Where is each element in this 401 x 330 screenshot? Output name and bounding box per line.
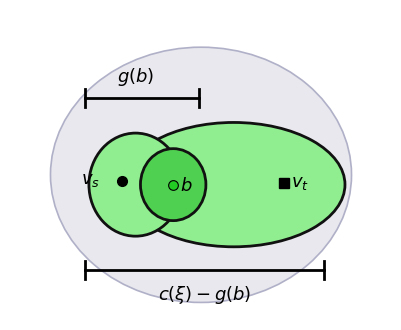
Ellipse shape [122, 122, 344, 247]
Text: $v_s$: $v_s$ [80, 171, 99, 189]
Ellipse shape [140, 148, 205, 221]
Text: $g(b)$: $g(b)$ [117, 66, 154, 88]
Ellipse shape [89, 133, 182, 236]
Text: $v_t$: $v_t$ [290, 174, 308, 192]
Text: $c(\xi) - g(b)$: $c(\xi) - g(b)$ [157, 284, 250, 307]
Ellipse shape [51, 47, 350, 302]
Text: $b$: $b$ [179, 177, 192, 195]
